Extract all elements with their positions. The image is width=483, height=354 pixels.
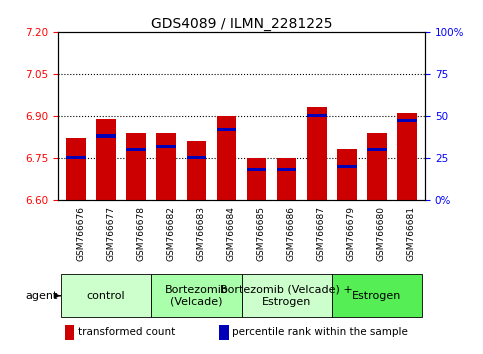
Bar (96, 135, 116, 138)
Bar (96, 119, 116, 200)
Text: GSM766681: GSM766681 (407, 206, 416, 261)
Bar (367, 133, 387, 200)
Bar (307, 108, 327, 200)
Text: Estrogen: Estrogen (352, 291, 401, 301)
Text: transformed count: transformed count (78, 327, 175, 337)
Text: control: control (87, 291, 126, 301)
Bar (307, 114, 327, 118)
Text: GSM766677: GSM766677 (106, 206, 115, 261)
Bar (151, 274, 242, 317)
Bar (337, 149, 356, 200)
Bar (219, 325, 228, 340)
Bar (66, 138, 86, 200)
Text: Bortezomib
(Velcade): Bortezomib (Velcade) (164, 285, 228, 307)
Bar (397, 113, 417, 200)
Text: percentile rank within the sample: percentile rank within the sample (232, 327, 408, 337)
Text: GSM766685: GSM766685 (256, 206, 266, 261)
Bar (247, 158, 266, 200)
Bar (337, 165, 356, 168)
Bar (156, 144, 176, 148)
Text: GSM766683: GSM766683 (197, 206, 205, 261)
Bar (277, 168, 297, 171)
Bar (61, 274, 151, 317)
Text: GSM766678: GSM766678 (136, 206, 145, 261)
Bar (217, 116, 236, 200)
Text: GSM766680: GSM766680 (377, 206, 386, 261)
Text: GSM766676: GSM766676 (76, 206, 85, 261)
Bar (367, 148, 387, 151)
Text: GSM766686: GSM766686 (286, 206, 296, 261)
Bar (277, 158, 297, 200)
Bar (66, 156, 86, 159)
Bar (65, 325, 74, 340)
Bar (127, 148, 146, 151)
Text: agent: agent (25, 291, 57, 301)
Bar (186, 141, 206, 200)
Bar (242, 274, 332, 317)
Text: GSM766687: GSM766687 (317, 206, 326, 261)
Bar (247, 168, 266, 171)
Bar (186, 156, 206, 159)
Text: GSM766682: GSM766682 (166, 206, 175, 261)
Text: GSM766679: GSM766679 (347, 206, 356, 261)
Bar (397, 119, 417, 122)
Bar (332, 274, 422, 317)
Bar (127, 133, 146, 200)
Title: GDS4089 / ILMN_2281225: GDS4089 / ILMN_2281225 (151, 17, 332, 31)
Text: GSM766684: GSM766684 (227, 206, 235, 261)
Bar (156, 133, 176, 200)
Bar (217, 128, 236, 131)
Text: Bortezomib (Velcade) +
Estrogen: Bortezomib (Velcade) + Estrogen (220, 285, 353, 307)
